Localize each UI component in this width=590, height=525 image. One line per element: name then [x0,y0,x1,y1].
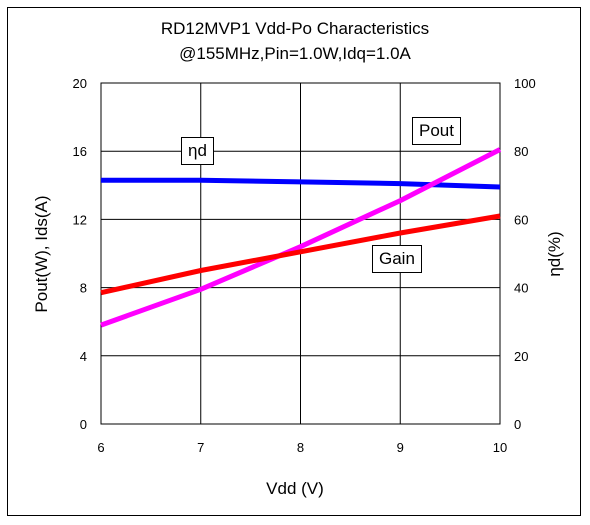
y-tick-label-left: 0 [80,417,87,432]
chart-frame [7,7,581,516]
y-tick-label-right: 100 [514,76,536,91]
y-tick-label-right: 0 [514,417,521,432]
y-tick-label-left: 20 [73,76,87,91]
annotation-pout: Pout [412,117,461,145]
y-tick-label-right: 20 [514,349,528,364]
annotation-nd: ηd [181,137,214,165]
x-tick-label: 7 [197,440,204,455]
x-tick-label: 6 [97,440,104,455]
y-tick-label-right: 40 [514,281,528,296]
y-axis-label-left: Pout(W), Ids(A) [32,195,51,313]
y-tick-label-left: 4 [80,349,87,364]
y-tick-label-left: 16 [73,144,87,159]
y-tick-label-left: 8 [80,281,87,296]
y-tick-label-left: 12 [73,212,87,227]
series-line-gain [100,213,501,296]
x-tick-label: 8 [297,440,304,455]
x-axis-label: Vdd (V) [266,479,324,498]
x-tick-label: 10 [493,440,507,455]
chart-subtitle: @155MHz,Pin=1.0W,Idq=1.0A [179,44,411,63]
y-axis-label-right: ηd(%) [545,231,564,277]
y-tick-label-right: 80 [514,144,528,159]
chart-title: RD12MVP1 Vdd-Po Characteristics [160,19,430,38]
x-tick-label: 9 [397,440,404,455]
series-line-pout [100,147,502,328]
annotation-gain: Gain [372,245,422,273]
y-tick-label-right: 60 [514,212,528,227]
